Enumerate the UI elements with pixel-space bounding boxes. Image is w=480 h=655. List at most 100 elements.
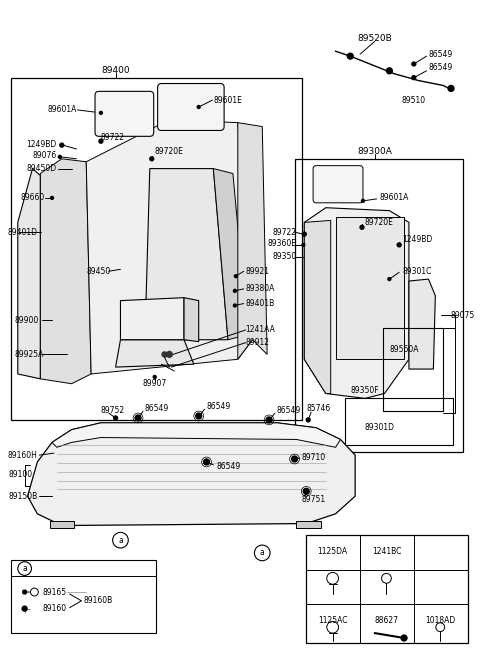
Circle shape — [196, 413, 202, 419]
Circle shape — [114, 416, 118, 420]
Text: 89710: 89710 — [301, 453, 325, 462]
Bar — [346, 398, 453, 445]
Bar — [295, 159, 463, 452]
Text: 89360E: 89360E — [267, 239, 297, 248]
Circle shape — [50, 196, 53, 199]
Text: 1241AA: 1241AA — [246, 326, 276, 335]
Circle shape — [234, 274, 237, 278]
FancyBboxPatch shape — [95, 91, 154, 136]
Circle shape — [448, 85, 454, 91]
Circle shape — [167, 352, 172, 358]
Circle shape — [150, 157, 154, 160]
Circle shape — [60, 143, 64, 147]
Text: 89076: 89076 — [33, 151, 57, 160]
Circle shape — [360, 225, 364, 229]
Polygon shape — [120, 297, 184, 340]
Circle shape — [388, 278, 391, 280]
Circle shape — [412, 62, 416, 66]
Text: 89722: 89722 — [273, 228, 297, 236]
Text: 89301C: 89301C — [402, 267, 432, 276]
Text: 89601A: 89601A — [380, 193, 409, 202]
Text: 89350F: 89350F — [350, 386, 379, 395]
Circle shape — [412, 76, 416, 80]
Text: 89450: 89450 — [86, 267, 110, 276]
Circle shape — [266, 417, 272, 423]
Polygon shape — [409, 279, 435, 369]
Circle shape — [99, 140, 103, 143]
Text: 89165: 89165 — [42, 588, 66, 597]
Text: 85746: 85746 — [306, 403, 331, 413]
Text: 89921: 89921 — [246, 267, 270, 276]
Text: 89720E: 89720E — [365, 218, 394, 227]
Text: 89601A: 89601A — [47, 105, 76, 115]
Circle shape — [361, 199, 364, 202]
Text: 89510: 89510 — [402, 96, 426, 105]
Text: 89401D: 89401D — [7, 228, 37, 236]
Text: 89450D: 89450D — [27, 164, 57, 173]
Text: 89100: 89100 — [8, 470, 32, 479]
Text: 1125DA: 1125DA — [318, 548, 348, 557]
Circle shape — [204, 459, 209, 465]
Polygon shape — [18, 168, 40, 379]
Bar — [11, 78, 302, 420]
Circle shape — [386, 68, 392, 74]
Circle shape — [197, 105, 200, 109]
Text: 86549: 86549 — [429, 64, 453, 72]
Text: a: a — [260, 548, 264, 557]
Polygon shape — [238, 122, 267, 360]
Polygon shape — [40, 159, 91, 384]
Bar — [306, 535, 468, 643]
Text: 86549: 86549 — [145, 403, 169, 413]
Text: 89300A: 89300A — [357, 147, 392, 157]
Circle shape — [153, 375, 156, 379]
Polygon shape — [214, 168, 248, 340]
Text: 89350: 89350 — [272, 252, 297, 261]
Text: 89160: 89160 — [42, 604, 66, 613]
Text: 86549: 86549 — [206, 402, 231, 411]
Text: a: a — [118, 536, 123, 545]
Text: a: a — [22, 564, 27, 573]
Text: 89401B: 89401B — [246, 299, 275, 308]
Bar — [50, 521, 74, 529]
Text: 89380A: 89380A — [246, 284, 275, 293]
Text: 89925A: 89925A — [15, 350, 44, 359]
Text: 89520B: 89520B — [357, 34, 392, 43]
Text: 89720E: 89720E — [155, 147, 183, 157]
Text: 1249BD: 1249BD — [27, 140, 57, 149]
Text: 89560A: 89560A — [389, 345, 419, 354]
Circle shape — [135, 415, 141, 421]
Polygon shape — [116, 340, 194, 367]
Text: 89900: 89900 — [15, 316, 39, 325]
Text: 88627: 88627 — [374, 616, 398, 625]
Circle shape — [291, 456, 298, 462]
Bar — [11, 560, 156, 633]
Polygon shape — [336, 217, 404, 360]
Polygon shape — [304, 221, 331, 394]
Polygon shape — [145, 168, 228, 340]
Text: 89751: 89751 — [301, 495, 325, 504]
Text: 86549: 86549 — [216, 462, 240, 472]
Circle shape — [302, 232, 306, 236]
Circle shape — [306, 418, 310, 422]
FancyBboxPatch shape — [157, 84, 224, 130]
Text: 89601E: 89601E — [214, 96, 242, 105]
Text: 89912: 89912 — [246, 338, 270, 347]
Circle shape — [99, 111, 102, 115]
Circle shape — [22, 606, 27, 611]
Text: 89752: 89752 — [101, 405, 125, 415]
Text: 89907: 89907 — [143, 379, 167, 388]
Text: 86549: 86549 — [429, 50, 453, 59]
Circle shape — [23, 590, 26, 594]
Text: 1125AC: 1125AC — [318, 616, 348, 625]
Text: 89301D: 89301D — [365, 423, 395, 432]
Bar — [297, 521, 321, 529]
Text: 89400: 89400 — [101, 66, 130, 75]
Text: 89660: 89660 — [21, 193, 45, 202]
Circle shape — [348, 53, 353, 59]
Polygon shape — [86, 120, 252, 374]
Text: 89075: 89075 — [451, 310, 475, 320]
Text: 1241BC: 1241BC — [372, 548, 401, 557]
Bar — [383, 328, 443, 411]
FancyBboxPatch shape — [313, 166, 363, 203]
Polygon shape — [184, 297, 199, 342]
